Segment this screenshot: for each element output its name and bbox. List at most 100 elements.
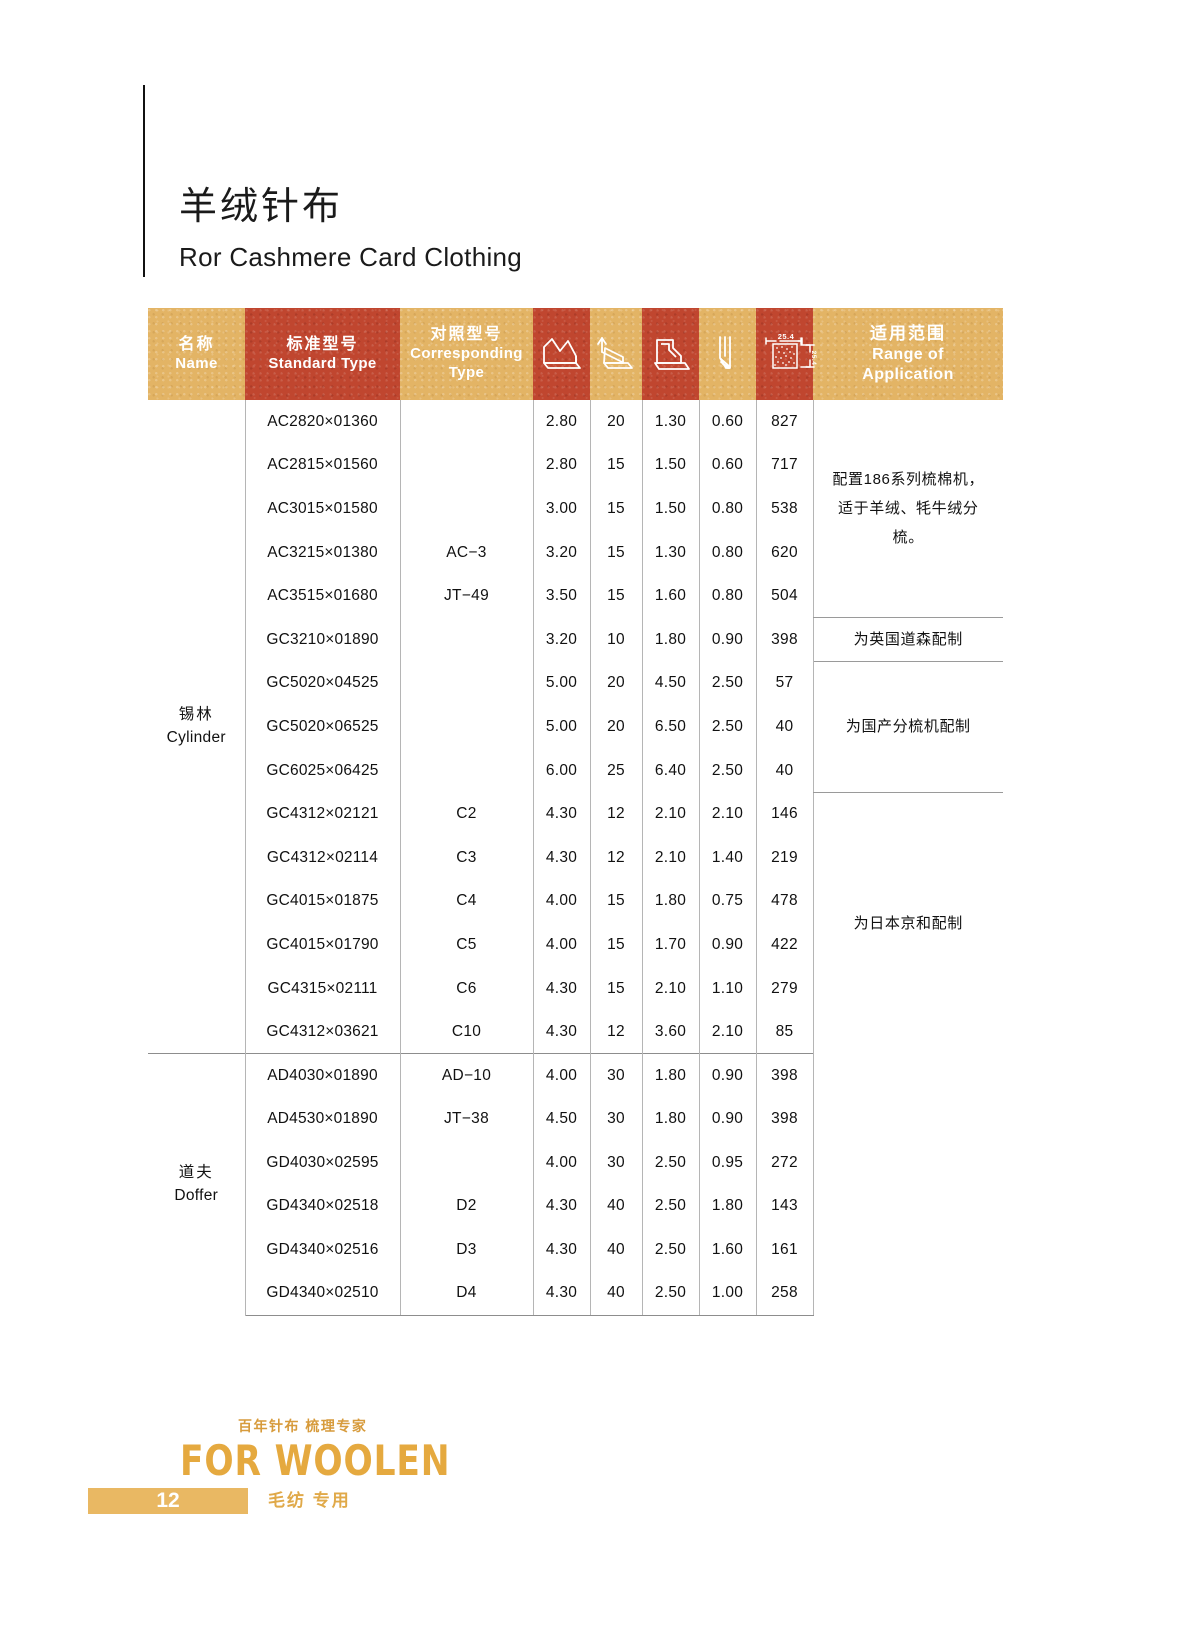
cell-value-4: 1.80 bbox=[698, 1184, 757, 1229]
cell-corresponding-type: C6 bbox=[399, 966, 534, 1011]
cell-value-5: 398 bbox=[755, 617, 814, 662]
density-dim-label: 25.4 bbox=[778, 332, 795, 341]
cell-value-3: 1.80 bbox=[641, 1053, 700, 1098]
cell-standard-type: GC5020×04525 bbox=[245, 661, 401, 706]
cell-value-3: 1.50 bbox=[641, 487, 700, 531]
cell-value-3: 1.80 bbox=[641, 879, 700, 924]
table-row: AC3515×01680 JT−49 3.50 15 1.60 0.80 504 bbox=[148, 574, 1003, 618]
cell-value-5: 717 bbox=[755, 443, 814, 488]
cell-value-2: 25 bbox=[589, 748, 643, 793]
cell-value-3: 6.40 bbox=[641, 748, 700, 793]
cell-value-1: 5.00 bbox=[532, 661, 591, 706]
cell-value-5: 398 bbox=[755, 1053, 814, 1098]
cell-corresponding-type: JT−49 bbox=[399, 574, 534, 618]
cell-value-1: 4.00 bbox=[532, 1141, 591, 1185]
cell-value-2: 15 bbox=[589, 966, 643, 1011]
cell-standard-type: AC2815×01560 bbox=[245, 443, 401, 488]
cell-standard-type: AD4530×01890 bbox=[245, 1097, 401, 1142]
cell-value-4: 2.50 bbox=[698, 661, 757, 706]
wire-rib-icon bbox=[699, 308, 756, 400]
cell-value-1: 4.30 bbox=[532, 835, 591, 880]
tooth-depth-icon bbox=[533, 308, 590, 400]
cell-value-1: 3.20 bbox=[532, 530, 591, 575]
table-row: GC5020×06525 5.00 20 6.50 2.50 40 bbox=[148, 705, 1003, 749]
header-standard-type: 标准型号 Standard Type bbox=[245, 308, 400, 400]
cell-value-2: 20 bbox=[589, 705, 643, 749]
table-row: GC5020×04525 5.00 20 4.50 2.50 57 为国产分梳机… bbox=[148, 661, 1003, 793]
cell-value-3: 1.30 bbox=[641, 530, 700, 575]
cell-value-2: 30 bbox=[589, 1141, 643, 1185]
cell-value-2: 15 bbox=[589, 879, 643, 924]
cell-value-3: 2.10 bbox=[641, 792, 700, 836]
cell-value-1: 4.50 bbox=[532, 1097, 591, 1142]
cell-value-5: 258 bbox=[755, 1271, 814, 1316]
table-row: AC3215×01380 AC−3 3.20 15 1.30 0.80 620 bbox=[148, 530, 1003, 575]
cell-value-1: 4.30 bbox=[532, 1010, 591, 1054]
table-row: GC4015×01790 C5 4.00 15 1.70 0.90 422 bbox=[148, 923, 1003, 967]
cell-value-1: 4.30 bbox=[532, 1228, 591, 1272]
cell-value-2: 20 bbox=[589, 661, 643, 706]
spec-table-container: 名称 Name 标准型号 Standard Type 对照型号 Correspo… bbox=[148, 308, 1003, 1316]
cell-standard-type: GD4340×02516 bbox=[245, 1228, 401, 1272]
cell-value-2: 15 bbox=[589, 443, 643, 488]
cell-value-5: 398 bbox=[755, 1097, 814, 1142]
cell-standard-type: GC6025×06425 bbox=[245, 748, 401, 793]
cell-value-3: 2.50 bbox=[641, 1184, 700, 1229]
header-corresponding-type: 对照型号 Corresponding Type bbox=[400, 308, 533, 400]
footer-tagline: 百年针布 梳理专家 bbox=[238, 1418, 368, 1434]
cell-value-1: 3.00 bbox=[532, 487, 591, 531]
table-row: GD4340×02510 D4 4.30 40 2.50 1.00 258 bbox=[148, 1271, 1003, 1316]
cell-corresponding-type: C3 bbox=[399, 835, 534, 880]
cell-value-4: 2.50 bbox=[698, 748, 757, 793]
table-row: 锡林 Cylinder AC2820×01360 2.80 20 1.30 0.… bbox=[148, 400, 1003, 1054]
cell-value-4: 0.80 bbox=[698, 530, 757, 575]
spec-table: 名称 Name 标准型号 Standard Type 对照型号 Correspo… bbox=[148, 308, 1003, 1316]
footer-brand-logo: FOR WOOLEN bbox=[180, 1436, 451, 1485]
cell-standard-type: AD4030×01890 bbox=[245, 1053, 401, 1098]
page-title-block: 羊绒针布 Ror Cashmere Card Clothing bbox=[143, 85, 843, 277]
cell-corresponding-type: C10 bbox=[399, 1010, 534, 1054]
cell-value-5: 504 bbox=[755, 574, 814, 618]
cell-value-5: 620 bbox=[755, 530, 814, 575]
cell-value-5: 538 bbox=[755, 487, 814, 531]
cell-value-4: 0.90 bbox=[698, 923, 757, 967]
cell-value-5: 279 bbox=[755, 966, 814, 1011]
cell-value-5: 272 bbox=[755, 1141, 814, 1185]
point-density-icon: 25.4 25.4 bbox=[756, 308, 817, 400]
table-row: GC4312×02121 C2 4.30 12 2.10 2.10 146 为日… bbox=[148, 792, 1003, 1054]
group-label-doffer: 道夫 Doffer bbox=[148, 1053, 246, 1316]
cell-standard-type: AC2820×01360 bbox=[245, 400, 401, 444]
cell-value-3: 3.60 bbox=[641, 1010, 700, 1054]
group-label-cylinder: 锡林 Cylinder bbox=[148, 400, 246, 1054]
cell-value-4: 0.60 bbox=[698, 443, 757, 488]
cell-application-4: 为日本京和配制 bbox=[812, 792, 1003, 1054]
cell-value-3: 1.50 bbox=[641, 443, 700, 488]
cell-value-5: 219 bbox=[755, 835, 814, 880]
cell-value-4: 0.90 bbox=[698, 1097, 757, 1142]
cell-standard-type: GC4015×01875 bbox=[245, 879, 401, 924]
cell-value-2: 15 bbox=[589, 487, 643, 531]
cell-value-5: 478 bbox=[755, 879, 814, 924]
table-row: GC6025×06425 6.00 25 6.40 2.50 40 bbox=[148, 748, 1003, 793]
cell-value-4: 0.80 bbox=[698, 574, 757, 618]
table-row: GC4312×03621 C10 4.30 12 3.60 2.10 85 bbox=[148, 1010, 1003, 1054]
cell-standard-type: GC3210×01890 bbox=[245, 617, 401, 662]
cell-value-4: 2.10 bbox=[698, 792, 757, 836]
cell-value-5: 161 bbox=[755, 1228, 814, 1272]
cell-standard-type: AC3215×01380 bbox=[245, 530, 401, 575]
cell-value-1: 2.80 bbox=[532, 400, 591, 444]
cell-value-1: 2.80 bbox=[532, 443, 591, 488]
cell-value-5: 85 bbox=[755, 1010, 814, 1054]
cell-value-4: 0.80 bbox=[698, 487, 757, 531]
cell-value-2: 12 bbox=[589, 835, 643, 880]
cell-corresponding-type: JT−38 bbox=[399, 1097, 534, 1142]
cell-value-3: 1.60 bbox=[641, 574, 700, 618]
cell-value-5: 57 bbox=[755, 661, 814, 706]
cell-application-1: 配置186系列梳棉机，适于羊绒、牦牛绒分梳。 bbox=[812, 400, 1003, 619]
cell-corresponding-type bbox=[399, 400, 534, 444]
cell-value-4: 1.00 bbox=[698, 1271, 757, 1316]
cell-corresponding-type bbox=[399, 443, 534, 488]
cell-value-4: 1.10 bbox=[698, 966, 757, 1011]
cell-value-1: 4.30 bbox=[532, 792, 591, 836]
cell-value-5: 827 bbox=[755, 400, 814, 444]
